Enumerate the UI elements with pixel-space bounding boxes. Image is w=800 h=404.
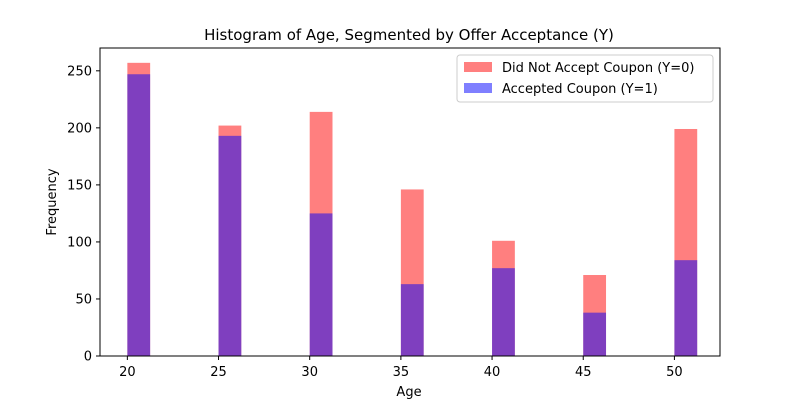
- bars-group: [127, 62, 698, 357]
- y-tick-label: 100: [67, 235, 92, 250]
- x-tick-label: 20: [119, 365, 136, 380]
- y-tick-label: 150: [67, 178, 92, 193]
- x-tick-label: 40: [484, 365, 501, 380]
- y-axis-ticks: 0 50 100 150 200 250: [67, 64, 100, 365]
- legend-label-2: Accepted Coupon (Y=1): [502, 82, 658, 97]
- axes-frame: [99, 47, 721, 357]
- bar-series-2-bin-7: [674, 260, 698, 356]
- y-tick-label: 50: [75, 292, 92, 307]
- y-tick-label: 250: [67, 64, 92, 79]
- bar-series-2-bin-6: [583, 312, 607, 356]
- bar-series-2-bin-4: [400, 284, 424, 356]
- bar-series-2-bin-2: [218, 135, 242, 356]
- x-axis-ticks: 20 25 30 35 40 45 50: [119, 356, 683, 380]
- legend-swatch-2: [464, 83, 492, 93]
- legend-swatch-1: [464, 62, 492, 72]
- chart-title: Histogram of Age, Segmented by Offer Acc…: [204, 26, 614, 44]
- y-tick-label: 0: [84, 350, 92, 365]
- x-axis-label: Age: [396, 385, 421, 400]
- x-tick-label: 25: [210, 365, 227, 380]
- bar-series-2-bin-3: [309, 213, 333, 356]
- legend: Did Not Accept Coupon (Y=0) Accepted Coup…: [456, 54, 714, 103]
- x-tick-label: 50: [666, 365, 683, 380]
- bar-series-2-bin-5: [492, 268, 515, 356]
- y-tick-label: 200: [67, 121, 92, 136]
- x-tick-label: 45: [575, 365, 592, 380]
- legend-box: [456, 54, 714, 103]
- y-axis-label: Frequency: [45, 168, 60, 235]
- legend-label-1: Did Not Accept Coupon (Y=0): [502, 61, 694, 76]
- bar-series-2-bin-1: [127, 74, 151, 357]
- x-tick-label: 30: [301, 365, 318, 380]
- x-tick-label: 35: [393, 365, 410, 380]
